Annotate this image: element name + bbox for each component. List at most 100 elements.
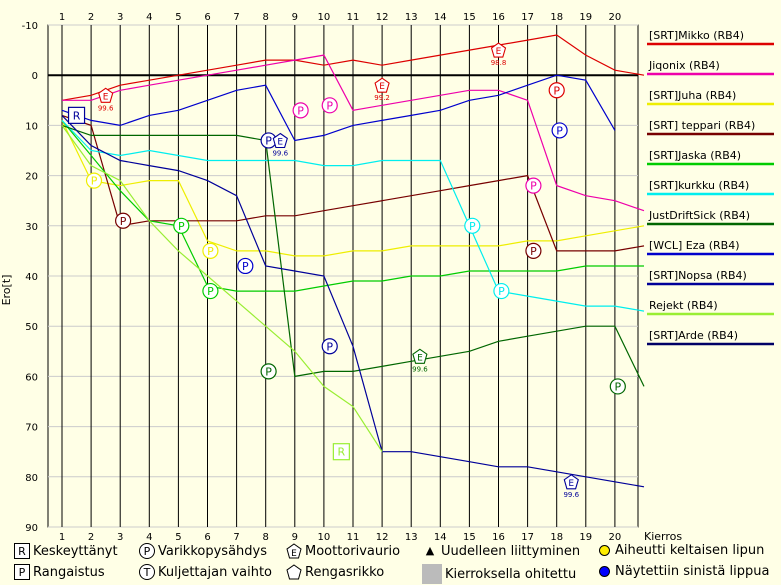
key-item-penalty: P Rangaistus [14, 564, 105, 580]
x-tick-label-top: 13 [405, 12, 418, 23]
legend-label-3: [SRT] teppari (RB4) [649, 119, 755, 132]
x-tick-label: 4 [146, 532, 152, 543]
x-tick-label: 13 [405, 532, 418, 543]
x-tick-label: 9 [292, 532, 298, 543]
svg-text:E: E [291, 549, 297, 559]
x-tick-label-top: 19 [579, 12, 592, 23]
marker-shape [332, 443, 350, 461]
marker-symbol: P [326, 99, 333, 112]
x-tick-label-top: 7 [233, 12, 239, 23]
event-marker-E: E 99.2 [374, 77, 390, 102]
series-line-3 [61, 114, 645, 252]
event-marker-P: P [525, 242, 542, 259]
marker-symbol: P [207, 285, 214, 298]
x-tick-label-top: 17 [521, 12, 534, 23]
event-marker-P: P [202, 282, 219, 300]
x-tick-label: 3 [117, 532, 123, 543]
x-tick-label: 15 [463, 532, 476, 543]
x-tick-label-top: 2 [88, 12, 94, 23]
marker-value-label: 99.6 [272, 149, 288, 157]
x-tick-label: 5 [175, 532, 181, 543]
x-tick-label: 14 [434, 532, 447, 543]
grey-box-icon [422, 564, 442, 584]
x-tick-label: 11 [347, 532, 360, 543]
y-tick-label: 0 [32, 71, 38, 82]
event-marker-P: P [202, 242, 219, 259]
key-item-lapped: Kierroksella ohitettu [422, 564, 576, 584]
marker-shape [237, 257, 254, 275]
x-tick-label-top: 15 [463, 12, 476, 23]
marker-symbol: P [242, 260, 249, 273]
marker-symbol: P [120, 215, 127, 228]
legend-label-1: Jiqonix (RB4) [648, 59, 720, 72]
y-tick-label: 80 [25, 473, 38, 484]
marker-symbol: E [379, 82, 385, 92]
marker-symbol: P [553, 84, 560, 97]
key-label: Aiheutti keltaisen lipun [615, 543, 765, 558]
y-axis-title: Ero[t] [0, 275, 13, 306]
marker-shape [374, 77, 390, 93]
marker-symbol: E [417, 353, 423, 363]
x-tick-label-top: 11 [347, 12, 360, 23]
key-item-blue-flag: Näytettiin sinistä lippua [597, 564, 769, 579]
x-tick-label-top: 12 [376, 12, 389, 23]
marker-symbol: P [498, 285, 505, 298]
series-line-4 [61, 120, 644, 292]
x-axis-title: Kierros [644, 530, 682, 543]
marker-symbol: P [297, 104, 304, 117]
marker-shape [260, 363, 277, 380]
series-line-8 [61, 114, 645, 488]
triangle-icon: ▲ [425, 544, 435, 557]
retired-icon: R [14, 543, 30, 559]
event-marker-P: P [609, 378, 626, 395]
marker-key: R Keskeyttänyt P Varikkopysähdys E Moott… [14, 543, 780, 585]
marker-shape [292, 102, 309, 119]
marker-shape [548, 82, 565, 99]
x-tick-label: 19 [579, 532, 592, 543]
marker-shape [202, 242, 219, 259]
y-tick-label: 40 [25, 272, 38, 283]
series-line-7 [61, 74, 616, 142]
event-marker-E: E 98.8 [491, 42, 507, 67]
event-marker-R: R [332, 443, 350, 461]
key-label: Rengasrikko [305, 564, 385, 580]
event-marker-P: P [173, 217, 190, 234]
puncture-icon [286, 564, 302, 580]
marker-value-label: 99.6 [98, 104, 114, 112]
x-tick-label: 20 [609, 532, 622, 543]
key-label: Kierroksella ohitettu [445, 566, 577, 582]
x-tick-label-top: 20 [609, 12, 622, 23]
event-marker-P: P [493, 282, 510, 300]
marker-symbol: E [496, 47, 502, 57]
key-item-rejoin: ▲ Uudelleen liittyminen [422, 543, 580, 559]
marker-shape [551, 122, 568, 139]
x-tick-label-top: 16 [492, 12, 505, 23]
event-marker-P: P [321, 338, 338, 355]
key-item-puncture: Rengasrikko [286, 564, 384, 580]
legend-label-2: [SRT]Juha (RB4) [649, 89, 736, 102]
event-marker-P: P [85, 172, 103, 189]
marker-symbol: P [530, 180, 537, 193]
key-label: Varikkopysähdys [158, 543, 267, 559]
marker-symbol: P [207, 245, 214, 258]
marker-value-label: 98.8 [491, 59, 507, 67]
marker-symbol: P [530, 245, 537, 258]
marker-shape [321, 97, 338, 114]
x-tick-label-top: 18 [550, 12, 563, 23]
marker-shape [85, 172, 103, 189]
series-line-5 [61, 119, 645, 312]
engine-damage-icon: E [286, 543, 302, 559]
key-item-pitstop: P Varikkopysähdys [139, 543, 267, 559]
legend: [SRT]Mikko (RB4) Jiqonix (RB4) [SRT]Juha (… [647, 29, 774, 346]
marker-shape [173, 217, 190, 234]
series-line-2 [61, 120, 645, 257]
pitstop-icon: P [139, 543, 155, 559]
marker-shape [412, 348, 428, 364]
x-tick-label: 2 [88, 532, 94, 543]
x-tick-label-top: 10 [318, 12, 331, 23]
x-tick-label: 18 [550, 532, 563, 543]
marker-shape [115, 212, 132, 229]
marker-shape [272, 132, 288, 149]
legend-label-10: [SRT]Arde (RB4) [649, 329, 738, 342]
marker-symbol: P [469, 220, 476, 233]
